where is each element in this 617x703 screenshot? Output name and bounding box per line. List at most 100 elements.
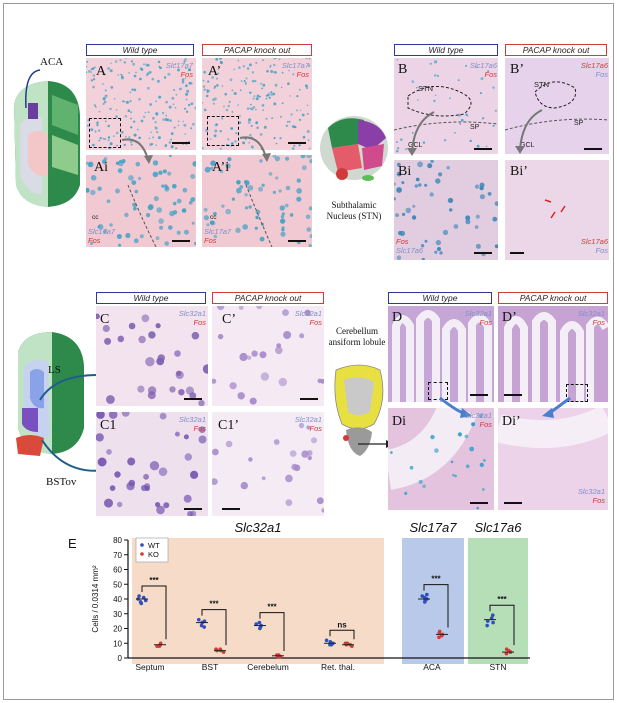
tag-sp-b: SP: [470, 124, 480, 131]
wt-point: [489, 616, 494, 620]
significance-label: ***: [267, 603, 277, 612]
gene-label-c-1: Slc32a1 Fos: [178, 415, 206, 433]
panel-label-a-prime: A’: [208, 64, 222, 79]
ko-point: [345, 641, 350, 646]
header-wildtype-a: Wild type: [86, 44, 194, 56]
gene-label-d-i-prime: Slc32a1 Fos: [577, 487, 605, 505]
inset-arrow-a-prime: [239, 136, 271, 162]
region-label-ls: LS: [48, 364, 61, 376]
wt-point: [202, 625, 207, 629]
wt-point: [257, 620, 262, 625]
wt-point: [490, 613, 495, 618]
panel-d-i: [388, 408, 494, 510]
significance-bracket: [259, 612, 285, 652]
category-label-retthal: Ret. thal.: [321, 662, 355, 672]
region-label-aca: ACA: [40, 56, 64, 68]
panel-b: [394, 58, 498, 154]
wt-point: [328, 639, 333, 644]
ko-point: [218, 647, 223, 651]
group-title-1: Slc17a7: [410, 520, 458, 535]
tag-cc-a-prime-i: cc: [210, 214, 217, 221]
scale-bar-a-prime-i: [288, 240, 306, 242]
header-knockout-c: PACAP knock out: [212, 292, 324, 304]
panel-label-c-1: C1: [100, 418, 117, 433]
ko-point: [221, 650, 226, 654]
tag-stn-b-prime: STN: [534, 80, 549, 89]
wt-point: [137, 594, 141, 598]
inset-box-d: [428, 382, 448, 400]
panel-a: [86, 58, 196, 150]
ko-point: [275, 654, 280, 659]
panel-label-b-prime: B’: [510, 62, 524, 77]
ko-point: [437, 629, 442, 634]
gene-label-a-i: Slc17a7 Fos: [88, 227, 116, 245]
y-tick-label: 0: [118, 654, 123, 663]
header-wildtype-b: Wild type: [394, 44, 498, 56]
scale-bar-b-prime: [584, 148, 602, 150]
significance-label: ns: [337, 620, 347, 629]
significance-label: ***: [431, 575, 441, 584]
panel-label-d-prime: D’: [502, 310, 517, 325]
group-background-2: [468, 538, 528, 664]
panel-d-i-prime: [498, 408, 608, 510]
header-knockout-a: PACAP knock out: [202, 44, 312, 56]
ko-point: [504, 651, 509, 656]
stn-caption: Subthalamic Nucleus (STN): [326, 200, 382, 221]
scale-bar-c-1-prime: [222, 508, 240, 510]
y-tick-label: 50: [113, 580, 122, 589]
ko-point: [504, 647, 509, 651]
gene-label-a: Slc17a7 Fos: [165, 61, 193, 79]
gene-label-c: Slc32a1 Fos: [178, 309, 206, 327]
scale-bar-a-prime: [288, 142, 306, 144]
panel-c: [96, 306, 208, 406]
inset-box-d-prime: [566, 384, 588, 402]
gene-label-a-prime-i: Slc17a7 Fos: [204, 227, 232, 245]
panel-a-i: [86, 155, 196, 247]
gene-label-b-i-prime: Slc17a6 Fos: [580, 237, 608, 255]
inset-box-a-prime: [207, 116, 239, 146]
wt-point: [425, 592, 429, 597]
wt-point: [491, 620, 495, 625]
y-tick-label: 60: [113, 566, 122, 575]
wt-point: [422, 595, 427, 600]
scale-bar-d: [470, 394, 488, 396]
panel-d-prime: [498, 306, 608, 402]
stn-brain-schematic: [318, 108, 390, 188]
gene-label-c-1-prime: Slc32a1 Fos: [294, 415, 322, 433]
panel-c-1-prime: [212, 412, 324, 516]
panel-c-1: [96, 412, 208, 516]
scale-bar-d-i-prime: [504, 502, 522, 504]
tag-stn-b: STN: [418, 84, 433, 93]
inset-arrow-d: [439, 396, 472, 418]
panel-label-d-i: Di: [392, 414, 406, 429]
region-label-bstov: BSTov: [46, 476, 77, 488]
significance-bracket: [141, 585, 167, 640]
panel-label-e: E: [68, 536, 77, 551]
category-label-stn: STN: [490, 662, 507, 672]
legend-box: [135, 537, 169, 563]
category-label-bst: BST: [202, 662, 219, 672]
inset-box-a: [89, 118, 121, 148]
inset-arrow-b-prime: [515, 109, 543, 154]
panel-c-prime: [212, 306, 324, 406]
y-tick-label: 80: [113, 536, 122, 545]
panel-label-b: B: [398, 62, 408, 77]
wt-point: [196, 617, 201, 622]
category-label-cerebelum: Cerebelum: [247, 662, 289, 672]
aca-pointer-line: [25, 69, 41, 109]
scale-bar-c-1: [184, 508, 202, 510]
gene-label-b-i: Fos Slc17a6: [396, 237, 424, 255]
significance-label: ***: [497, 595, 507, 604]
wt-point: [328, 642, 332, 647]
wt-point: [258, 626, 262, 631]
group-background-1: [402, 538, 464, 664]
panel-label-a-i: Ai: [94, 160, 108, 175]
tag-gcl-b-prime: GCL: [520, 142, 535, 149]
inset-arrow-d-prime: [542, 396, 571, 418]
y-axis-label: Cells / 0.0314 mm²: [91, 565, 100, 632]
scale-bar-d-i: [470, 502, 488, 504]
gene-label-c-prime: Slc32a1 Fos: [294, 309, 322, 327]
wt-point: [202, 619, 207, 623]
tag-gcl-b: GCL: [408, 142, 423, 149]
inset-arrow-a: [121, 138, 153, 164]
